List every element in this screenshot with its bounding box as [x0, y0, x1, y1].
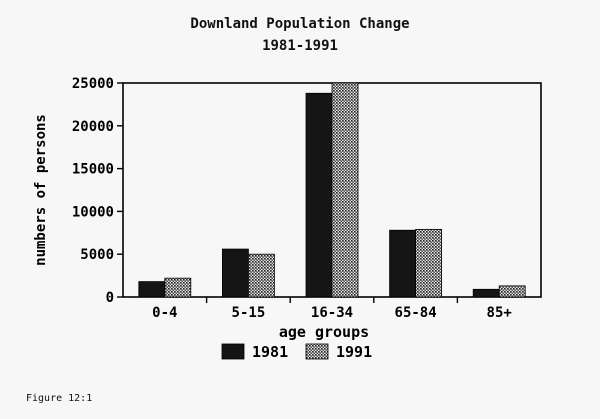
x-tick-label: 5-15 [232, 305, 266, 321]
chart-subtitle: 1981-1991 [262, 38, 338, 54]
bar-1981-65-84 [389, 229, 417, 298]
y-tick-label: 20000 [72, 119, 114, 135]
y-tick-label: 5000 [80, 247, 114, 263]
x-tick-label: 16-34 [311, 305, 353, 321]
bar-1991-16-34 [331, 82, 359, 298]
figure-caption: Figure 12:1 [26, 393, 93, 404]
x-tick-label: 0-4 [152, 305, 177, 321]
bar-1991-0-4 [164, 277, 192, 298]
bar-1991-85+ [498, 285, 526, 298]
x-tick-label: 85+ [487, 305, 512, 321]
y-tick-label: 0 [106, 290, 114, 306]
legend-label-1991: 1991 [336, 343, 372, 361]
y-tick-label: 25000 [72, 76, 114, 92]
legend-swatch-1991 [305, 343, 329, 360]
legend-swatch-1981 [221, 343, 245, 360]
y-axis-label: numbers of persons [33, 114, 49, 266]
bar-1981-16-34 [305, 92, 333, 298]
bar-1981-0-4 [138, 281, 166, 298]
chart-title: Downland Population Change [190, 16, 410, 32]
y-tick-label: 15000 [72, 162, 114, 178]
bar-1981-5-15 [221, 248, 249, 298]
x-tick-label: 65-84 [395, 305, 437, 321]
x-axis-label: age groups [279, 323, 369, 341]
bar-1981-85+ [472, 288, 500, 298]
plot-area: 0 5000 10000 15000 20000 25000 0-4 5-15 16-34 65-… [33, 76, 542, 361]
y-tick-label: 10000 [72, 204, 114, 220]
bar-1991-5-15 [247, 253, 275, 298]
legend-label-1981: 1981 [252, 343, 288, 361]
bar-1991-65-84 [415, 228, 443, 298]
